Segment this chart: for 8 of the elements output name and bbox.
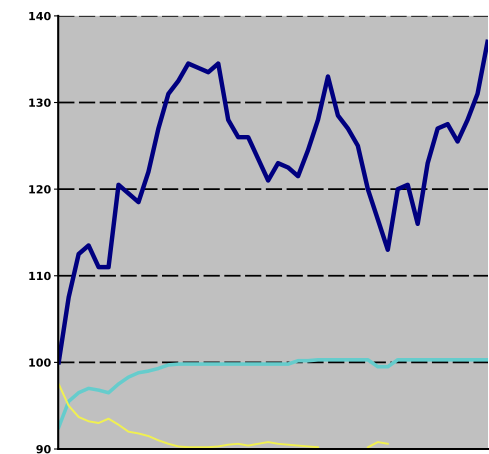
line-series — [58, 358, 488, 430]
y-tick-label: 100 — [29, 358, 51, 367]
y-tick-label: 120 — [29, 185, 51, 194]
y-tick-label: 90 — [36, 444, 51, 454]
line-series — [58, 40, 488, 365]
y-tick-label: 140 — [29, 12, 51, 20]
y-tick-label: 110 — [29, 272, 51, 280]
y-tick-label: 130 — [29, 98, 51, 107]
